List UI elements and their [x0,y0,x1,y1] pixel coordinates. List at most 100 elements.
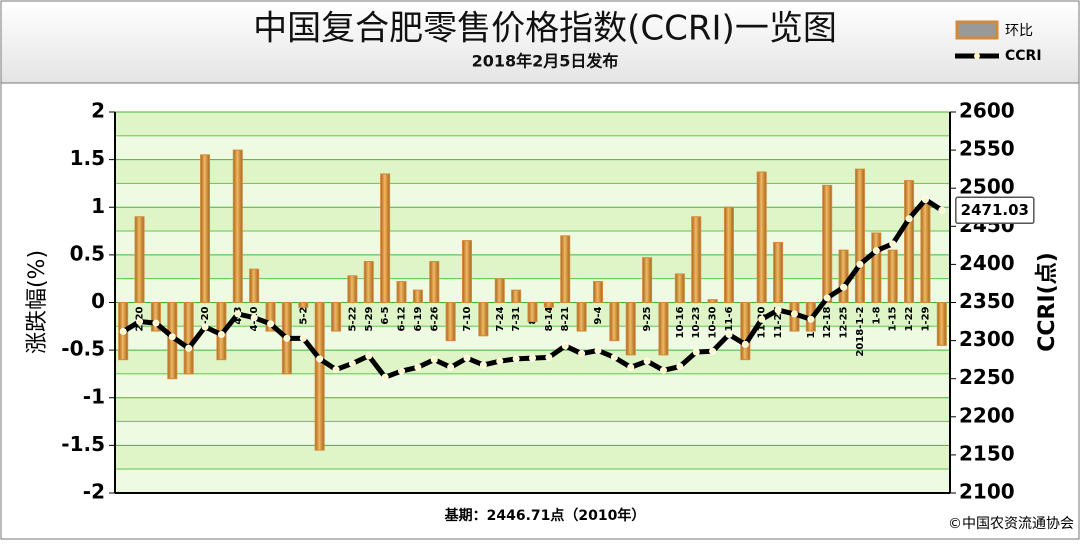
ccri-point [627,363,635,371]
ccri-point [594,347,602,355]
bar [592,281,603,304]
header [0,0,1080,84]
y2-tick-label: 2150 [959,441,1015,465]
ccri-point [856,260,864,268]
bar [625,302,636,356]
ccri-point [168,333,176,341]
x-tick-label: 6-12 [397,306,408,331]
x-tick-label: 7-24 [495,306,506,331]
y-axis-title: 涨跌幅(%) [25,250,50,354]
ccri-point [201,323,209,331]
bar [429,261,440,304]
y2-tick-label: 2550 [959,137,1015,161]
y2-tick-label: 2250 [959,365,1015,389]
ccri-point [889,240,897,248]
y-tick-label: 1.5 [70,146,105,170]
ccri-point [872,247,880,255]
x-tick-label: 6-5 [380,306,391,324]
bar [723,206,734,303]
ccri-point [332,366,340,374]
x-tick-label: 1-8 [871,306,882,324]
x-tick-label: 12-18 [822,306,833,338]
y2-tick-label: 2500 [959,175,1015,199]
x-tick-label: 1-22 [904,306,915,331]
y2-tick-label: 2600 [959,99,1015,123]
bar [756,171,767,303]
ccri-point [234,310,242,318]
x-tick-label: 5-29 [364,306,375,331]
bar [445,302,456,342]
source-note: ©中国农资流通协会 [948,516,1074,532]
x-tick-label: 7-10 [462,306,473,331]
x-tick-label: 6-26 [429,306,440,331]
y-tick-label: -1 [83,384,105,408]
x-tick-label: 10-23 [691,306,702,338]
bar [920,201,931,303]
bar [838,249,849,304]
bar [232,149,243,303]
ccri-point [676,363,684,371]
ccri-point [119,327,127,335]
ccri-point [283,334,291,342]
x-tick-label: 9-25 [642,306,653,331]
ccri-point [905,215,913,223]
ccri-point [561,342,569,350]
y-tick-label: -0.5 [61,337,105,361]
ccri-point [741,340,749,348]
ccri-point [365,352,373,360]
bar [707,299,718,303]
bar [462,240,473,303]
bar [478,302,489,337]
bar [265,302,276,332]
y-tick-label: 1 [91,194,105,218]
ccri-point [185,344,193,352]
bar [936,302,947,346]
x-tick-label: 7-31 [511,306,522,331]
x-tick-label: 3-20 [200,306,211,331]
ccri-point [136,318,144,326]
ccri-point [938,206,946,214]
ccri-point [823,294,831,302]
bar [412,289,423,303]
ccri-point [545,353,553,361]
y2-tick-label: 2400 [959,251,1015,275]
ccri-point [790,310,798,318]
x-tick-label: 11-6 [724,306,735,331]
bar [363,261,374,304]
value-label-box [955,196,1035,225]
x-tick-label: 6-19 [413,306,424,331]
x-tick-label: 2018-1-2 [855,306,866,356]
x-tick-label: 11-27 [773,306,784,338]
bar [134,216,145,303]
legend-swatch [955,20,999,40]
value-label: 2471.03 [961,201,1029,219]
y2-axis-title: CCRI(点) [1034,252,1060,352]
ccri-point [381,373,389,381]
bar [150,302,161,332]
bar [347,275,358,303]
bar [642,257,653,304]
ccri-point [610,353,618,361]
ccri-point [267,320,275,328]
x-tick-label: 12-25 [839,306,850,338]
bar [691,216,702,303]
chart-subtitle: 2018年2月5日发布 [472,52,619,71]
bar [314,302,325,451]
ccri-point [316,355,324,363]
legend-label: CCRI [1005,48,1042,64]
bar [380,173,391,303]
x-tick-label: 1-15 [888,306,899,331]
legend-label: 环比 [1005,23,1033,39]
bar [609,302,620,342]
y-tick-label: -2 [83,480,105,504]
bar [560,235,571,303]
ccri-point [447,363,455,371]
ccri-point [578,350,586,358]
bar [298,302,309,308]
bar [576,302,587,332]
bar [331,302,342,332]
ccri-point [774,306,782,314]
chart-title: 中国复合肥零售价格指数(CCRI)一览图 [253,9,837,49]
